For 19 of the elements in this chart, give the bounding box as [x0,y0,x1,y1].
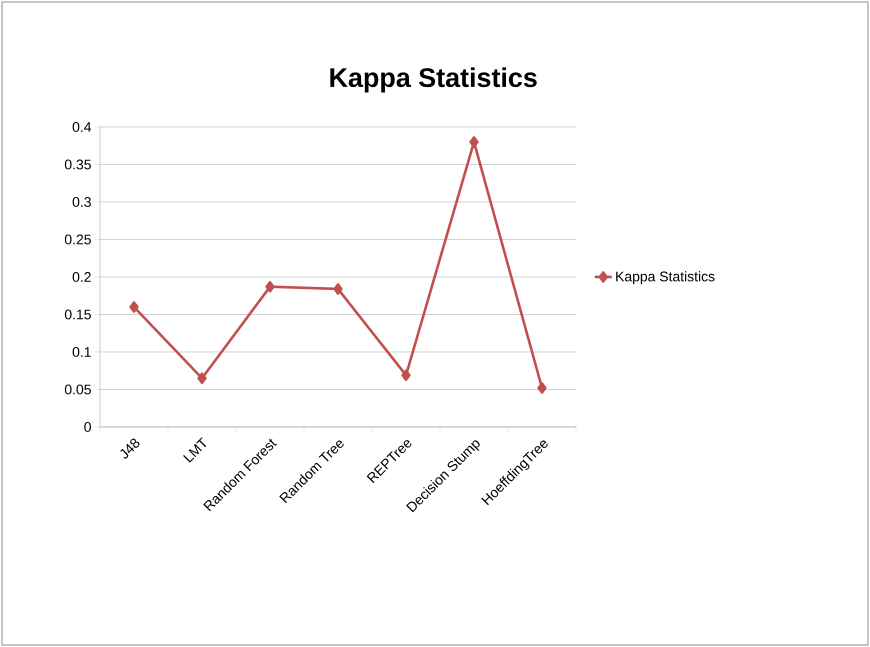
y-tick-label: 0.15 [64,310,91,320]
legend-label: Kappa Statistics [616,271,715,284]
y-tick-label: 0.3 [72,197,91,207]
point [197,372,207,384]
y-tick-label: 0.1 [72,347,91,357]
point [265,280,275,293]
y-tick-label: 0.05 [64,384,91,394]
y-tick-label: 0.25 [64,234,91,244]
x-tick-label: J48 [120,438,140,459]
y-tick-label: 0.4 [72,122,92,132]
point [333,283,343,295]
y-tick-label: 0.2 [72,272,91,282]
chart-title: Kappa Statistics [330,67,537,92]
point [537,382,547,394]
y-tick-label: 0.35 [64,160,91,170]
point [401,369,411,382]
point [469,136,479,148]
point [129,301,139,313]
y-tick-label: 0 [84,422,91,432]
